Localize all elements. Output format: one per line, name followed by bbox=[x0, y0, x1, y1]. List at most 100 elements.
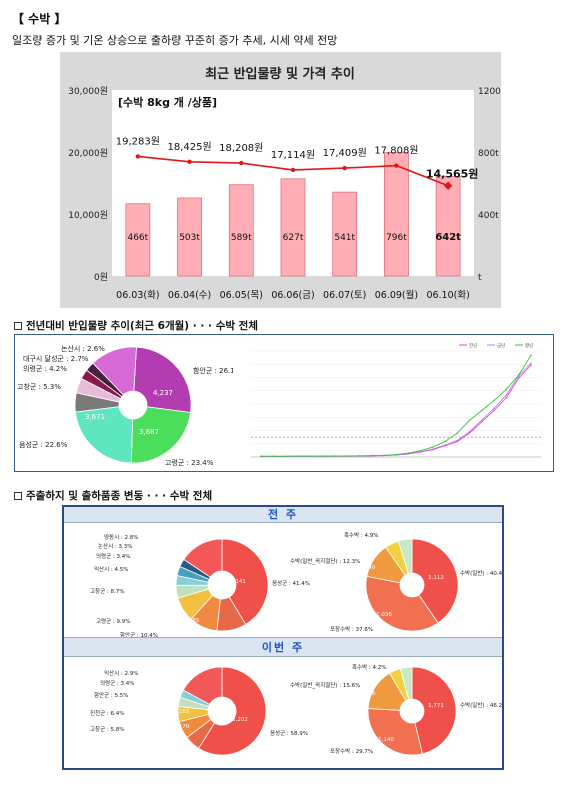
line-point bbox=[481, 419, 483, 421]
line-series bbox=[261, 364, 532, 457]
pie-slice bbox=[133, 346, 192, 413]
line-point bbox=[530, 364, 532, 366]
line-point bbox=[321, 455, 324, 457]
line-point bbox=[358, 455, 360, 457]
main-chart: 최근 반입물량 및 가격 추이 [수박 8kg 개 /상품] 30,000원 20… bbox=[60, 52, 505, 308]
line-point bbox=[272, 455, 275, 458]
category-label: 06.07(토) bbox=[323, 290, 366, 301]
left-axis-tick: 30,000원 bbox=[68, 86, 108, 97]
line-point bbox=[505, 396, 508, 399]
pie-slice bbox=[399, 666, 413, 700]
price-label: 17,409원 bbox=[323, 147, 367, 159]
price-marker bbox=[290, 167, 296, 173]
pie-label: 수박(일반) : 46.2% bbox=[460, 701, 502, 709]
volume-bar bbox=[332, 191, 358, 277]
pie-label: 포장수박 : 29.7% bbox=[330, 747, 373, 755]
checkbox-square-icon bbox=[14, 322, 22, 330]
pie-slice bbox=[365, 575, 439, 632]
pie-slice bbox=[367, 708, 423, 756]
right-axis-tick: 400t bbox=[478, 211, 499, 221]
price-label: 18,425원 bbox=[167, 141, 211, 153]
line-series bbox=[261, 355, 532, 457]
section2-header: 주출하지 및 출하품종 변동 · · · 수박 전체 bbox=[14, 488, 212, 503]
line-point bbox=[456, 432, 459, 434]
pie-slice bbox=[198, 666, 267, 756]
pie-label: 함안군 : 26.1% bbox=[193, 366, 233, 375]
pie-label: 대구시 달성군 : 2.7% bbox=[23, 354, 89, 363]
pie-label: 익산시 : 2.9% bbox=[104, 669, 139, 677]
line-point bbox=[530, 354, 532, 357]
price-marker bbox=[443, 181, 453, 190]
pie-inner-value: 165 bbox=[179, 709, 190, 715]
page-subtitle: 일조량 증가 및 기온 상승으로 출하량 꾸준히 증가 추세, 시세 약세 전망 bbox=[12, 34, 338, 47]
pie-label: 고령군 : 9.9% bbox=[96, 617, 131, 625]
pie-inner-value: 1,141 bbox=[230, 579, 246, 585]
right-axis-tick: t bbox=[478, 273, 482, 283]
pie-label: 의령군 : 3.4% bbox=[96, 552, 131, 560]
main-chart-title: 최근 반입물량 및 가격 추이 bbox=[205, 66, 355, 82]
pie-label: 포장수박 : 37.6% bbox=[330, 625, 373, 633]
line-point bbox=[382, 454, 385, 457]
line-chart: 전년 금년 평년 bbox=[251, 342, 541, 458]
pie-inner-value: 240 bbox=[157, 587, 168, 593]
pie-label: 양동시 : 2.8% bbox=[104, 533, 139, 541]
line-point bbox=[260, 455, 262, 458]
pie-inner-value: 1,112 bbox=[428, 575, 444, 581]
volume-label: 466t bbox=[127, 233, 148, 243]
line-point bbox=[333, 455, 336, 457]
price-marker bbox=[135, 154, 141, 159]
right-axis-tick: 800t bbox=[478, 149, 499, 159]
pie-label: 논산시 : 3.3% bbox=[98, 542, 133, 550]
price-label: 17,808원 bbox=[374, 145, 418, 157]
pie-label: 익산시 : 4.5% bbox=[94, 565, 129, 573]
volume-label: 589t bbox=[231, 233, 252, 243]
pie-slice bbox=[130, 406, 191, 464]
price-label: 17,114원 bbox=[271, 149, 315, 161]
pie-label: 고창군 : 5.3% bbox=[17, 383, 61, 391]
line-point bbox=[505, 394, 508, 396]
pie-slice bbox=[221, 538, 269, 625]
volume-label: 796t bbox=[386, 233, 407, 243]
line-point bbox=[432, 446, 434, 448]
price-marker bbox=[394, 163, 399, 168]
pie1-chart: 4,237 3,887 3,671 함안군 : 26.1% 고령군 : 23.4% 음성군… bbox=[17, 344, 233, 467]
line-point bbox=[297, 455, 299, 457]
section1-header: 전년대비 반입물량 추이(최근 6개월) · · · 수박 전체 bbox=[14, 318, 258, 333]
pie-label: 수박(일반_꼭지절단) : 12.3% bbox=[290, 557, 360, 565]
pie-slice bbox=[183, 538, 223, 578]
left-axis-tick: 20,000원 bbox=[68, 148, 108, 159]
page-title: 【 수박 】 bbox=[12, 12, 67, 26]
line-point bbox=[370, 454, 373, 457]
volume-bar bbox=[435, 176, 461, 277]
pie-label: 수박(일반) : 40.4% bbox=[460, 569, 502, 577]
price-label: 18,208원 bbox=[219, 142, 263, 154]
pie-label: 함안군 : 5.5% bbox=[94, 691, 129, 699]
pie-inner-value: 1,140 bbox=[378, 737, 394, 743]
pie-label: 고창군 : 5.8% bbox=[90, 725, 125, 733]
price-marker bbox=[239, 160, 244, 166]
pie-slice bbox=[397, 538, 413, 575]
volume-bar bbox=[177, 197, 202, 277]
this-week-charts: 2,202 170 165 음성군 : 58.9% 고창군 : 5.8% 진천군 : 6.… bbox=[90, 663, 502, 756]
pie-label: 의령군 : 3.4% bbox=[100, 679, 135, 687]
pie-inner-value: 1,036 bbox=[376, 612, 392, 618]
line-point bbox=[309, 455, 311, 457]
pie-label: 고창군 : 8.7% bbox=[90, 587, 125, 595]
main-chart-unit: [수박 8kg 개 /상품] bbox=[118, 95, 217, 109]
main-chart-svg: 최근 반입물량 및 가격 추이 [수박 8kg 개 /상품] 30,000원 20… bbox=[68, 66, 505, 301]
line-point bbox=[517, 377, 520, 379]
legend-label: 평년 bbox=[525, 342, 533, 349]
line-series bbox=[261, 362, 532, 457]
pie-label: 음성군 : 58.9% bbox=[270, 729, 308, 737]
line-point bbox=[481, 420, 483, 423]
line-point bbox=[530, 362, 532, 364]
pie-label: 음성군 : 41.4% bbox=[272, 579, 310, 587]
price-label: 19,283원 bbox=[116, 135, 160, 147]
category-label: 06.04(수) bbox=[168, 290, 211, 301]
category-label: 06.05(목) bbox=[220, 290, 263, 301]
legend-label: 전년 bbox=[469, 342, 477, 349]
line-point bbox=[481, 409, 483, 412]
category-label: 06.09(월) bbox=[375, 289, 418, 301]
this-week-band: 이번 주 bbox=[64, 637, 502, 657]
line-point bbox=[517, 374, 520, 376]
